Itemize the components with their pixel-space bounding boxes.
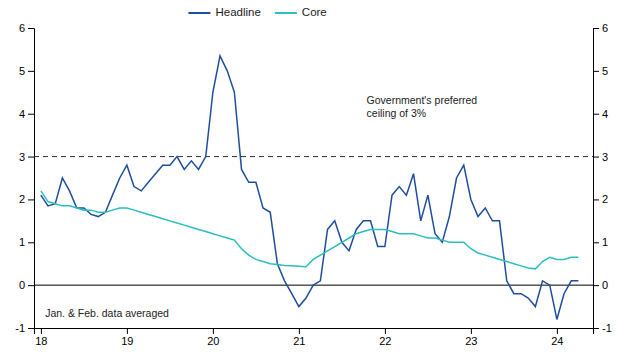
tick-label: 3 — [602, 151, 608, 163]
tick: 4 — [19, 108, 34, 120]
series-line — [41, 191, 579, 269]
tick: 22 — [379, 328, 391, 347]
axis-domain — [594, 29, 600, 329]
tick: 2 — [593, 193, 608, 205]
tick: 19 — [121, 328, 133, 347]
series-line — [41, 56, 579, 320]
tick-label: 6 — [602, 22, 608, 34]
tick-line — [28, 71, 34, 72]
tick-line — [557, 328, 558, 334]
tick-line — [213, 328, 214, 334]
tick: 4 — [593, 108, 608, 120]
tick: 1 — [593, 236, 608, 248]
tick: 3 — [19, 151, 34, 163]
legend-item: Core — [275, 6, 327, 18]
tick-label: 19 — [121, 335, 133, 347]
tick-line — [28, 199, 34, 200]
tick-label: 2 — [602, 193, 608, 205]
tick-line — [28, 328, 34, 329]
tick-label: 1 — [602, 236, 608, 248]
tick-line — [593, 114, 599, 115]
tick: 0 — [593, 279, 608, 291]
chart-svg: 18192021222324-10123456-10123456Governme… — [0, 0, 627, 352]
tick-label: 22 — [379, 335, 391, 347]
tick: 6 — [593, 22, 608, 34]
y-axis: -1 0 1 2 3 4 5 6 — [15, 22, 34, 334]
tick-line — [593, 328, 599, 329]
tick-label: 0 — [19, 279, 25, 291]
tick-line — [28, 242, 34, 243]
tick: 23 — [465, 328, 477, 347]
chart-container: 18192021222324-10123456-10123456Governme… — [0, 0, 627, 352]
reference-line — [34, 156, 593, 157]
tick-line — [385, 328, 386, 334]
tick: -1 — [15, 322, 34, 334]
annotation: Jan. & Feb. data averaged — [45, 307, 169, 319]
tick-label: 1 — [19, 236, 25, 248]
tick-line — [127, 328, 128, 334]
tick-line — [28, 28, 34, 29]
tick-label: 4 — [19, 108, 25, 120]
tick-label: 2 — [19, 193, 25, 205]
tick: 1 — [19, 236, 34, 248]
tick-label: 23 — [465, 335, 477, 347]
tick-line — [593, 28, 599, 29]
tick: 20 — [207, 328, 219, 347]
tick-label: 0 — [602, 279, 608, 291]
tick-line — [593, 71, 599, 72]
tick: 6 — [19, 22, 34, 34]
reference-label: Government's preferred — [367, 94, 478, 106]
tick-label: 20 — [207, 335, 219, 347]
tick-line — [593, 199, 599, 200]
tick-line — [593, 285, 599, 286]
tick: 3 — [593, 151, 608, 163]
legend-item: Headline — [188, 6, 260, 18]
tick-line — [471, 328, 472, 334]
tick: 24 — [551, 328, 563, 347]
tick-line — [28, 157, 34, 158]
reference-label: ceiling of 3% — [367, 107, 427, 119]
tick-line — [28, 285, 34, 286]
tick: 0 — [19, 279, 34, 291]
tick: 18 — [35, 328, 47, 347]
legend: Headline Core — [188, 6, 326, 18]
tick: 21 — [293, 328, 305, 347]
tick-label: -1 — [15, 322, 25, 334]
tick: 5 — [593, 65, 608, 77]
tick-line — [41, 328, 42, 334]
tick-line — [299, 328, 300, 334]
tick-label: 6 — [19, 22, 25, 34]
legend-swatch — [188, 12, 210, 14]
tick: 2 — [19, 193, 34, 205]
axis-domain — [28, 29, 35, 329]
legend-label: Core — [302, 6, 327, 18]
tick-label: 3 — [19, 151, 25, 163]
tick-label: 5 — [602, 65, 608, 77]
plot-area — [34, 56, 593, 320]
tick-label: 24 — [551, 335, 563, 347]
legend-swatch — [275, 12, 297, 14]
tick-label: 21 — [293, 335, 305, 347]
tick-label: 5 — [19, 65, 25, 77]
tick-label: 4 — [602, 108, 608, 120]
tick-line — [593, 242, 599, 243]
axis-domain — [35, 329, 594, 335]
tick-label: 18 — [35, 335, 47, 347]
tick-line — [593, 157, 599, 158]
tick: 5 — [19, 65, 34, 77]
y2-axis: -1 0 1 2 3 4 5 6 — [593, 22, 612, 334]
tick: -1 — [593, 322, 612, 334]
x-axis: 18 19 20 21 22 23 24 — [35, 328, 594, 347]
tick-label: -1 — [602, 322, 612, 334]
legend-label: Headline — [215, 6, 260, 18]
tick-line — [28, 114, 34, 115]
